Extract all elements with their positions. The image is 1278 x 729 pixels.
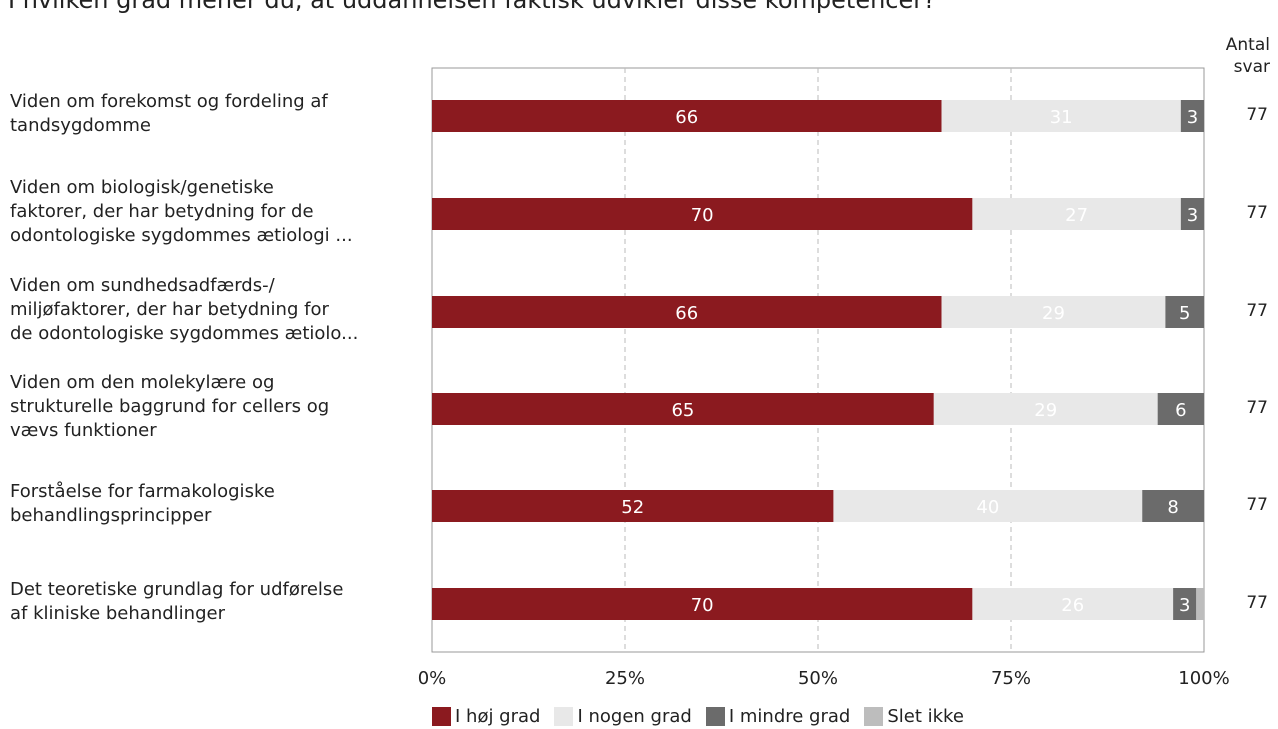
legend-label: I mindre grad — [728, 706, 851, 727]
bar-segment — [1157, 393, 1204, 425]
category-label-line: behandlingsprincipper — [10, 505, 212, 526]
bar-segment — [972, 588, 1174, 620]
data-label: 29 — [1034, 400, 1057, 421]
bar-segment — [972, 198, 1181, 230]
category-label-line: vævs funktioner — [10, 420, 157, 441]
chart-title: I hvilken grad mener du, at uddannelsen … — [8, 0, 936, 14]
bar-segment — [1173, 588, 1197, 620]
category-label-line: Det teoretiske grundlag for udførelse — [10, 579, 344, 600]
category-label: Det teoretiske grundlag for udførelse af … — [10, 578, 420, 626]
category-label: Viden om den molekylære og strukturelle b… — [10, 371, 420, 443]
bar-segment — [432, 393, 934, 425]
data-label: 31 — [1050, 107, 1073, 128]
bar-segment — [1180, 100, 1204, 132]
response-count: 77 — [1246, 105, 1268, 125]
bar-segment — [1165, 296, 1204, 328]
data-label: 66 — [675, 303, 698, 324]
data-label: 52 — [621, 497, 644, 518]
legend-item: Slet ikke — [864, 706, 964, 727]
count-header: Antal svar — [1200, 34, 1270, 78]
data-label: 3 — [1179, 595, 1190, 616]
count-header-line-2: svar — [1233, 57, 1270, 77]
legend-swatch — [554, 707, 574, 726]
data-label: 3 — [1187, 205, 1198, 226]
bar-segment — [1196, 588, 1204, 620]
bar-segment — [933, 393, 1158, 425]
legend: I høj grad I nogen grad I mindre grad Slet … — [432, 706, 978, 727]
response-count: 77 — [1246, 495, 1268, 515]
data-label: 26 — [1061, 595, 1084, 616]
x-tick-label: 75% — [991, 668, 1031, 689]
data-label: 40 — [976, 497, 999, 518]
category-label-line: tandsygdomme — [10, 115, 151, 136]
legend-item: I nogen grad — [554, 706, 692, 727]
legend-swatch — [864, 707, 884, 726]
category-label-line: miljøfaktorer, der har betydning for — [10, 299, 329, 320]
response-count: 77 — [1246, 203, 1268, 223]
category-label-line: faktorer, der har betydning for de — [10, 201, 314, 222]
data-label: 5 — [1179, 303, 1190, 324]
category-label-line: Viden om den molekylære og — [10, 372, 275, 393]
data-label: 6 — [1175, 400, 1186, 421]
data-label: 8 — [1167, 497, 1178, 518]
category-label-line: Viden om sundhedsadfærds-/ — [10, 275, 275, 296]
data-label: 70 — [691, 595, 714, 616]
category-label: Viden om forekomst og fordeling af tandsy… — [10, 90, 420, 138]
response-count: 77 — [1246, 593, 1268, 613]
legend-label: Slet ikke — [887, 706, 964, 727]
legend-swatch — [705, 707, 725, 726]
category-label-line: af kliniske behandlinger — [10, 603, 225, 624]
data-label: 29 — [1042, 303, 1065, 324]
legend-item: I mindre grad — [705, 706, 851, 727]
legend-label: I nogen grad — [577, 706, 692, 727]
bar-segment — [1180, 198, 1204, 230]
bar-segment — [833, 490, 1143, 522]
count-header-line-1: Antal — [1225, 35, 1270, 55]
bar-segment — [432, 588, 973, 620]
x-tick-label: 100% — [1178, 668, 1229, 689]
x-tick-label: 0% — [418, 668, 447, 689]
category-label-line: strukturelle baggrund for cellers og — [10, 396, 330, 417]
category-label-line: de odontologiske sygdommes ætiolo... — [10, 323, 359, 344]
category-label-line: Viden om forekomst og fordeling af — [10, 91, 328, 112]
data-label: 27 — [1065, 205, 1088, 226]
bar-segment — [1142, 490, 1204, 522]
bar-segment — [432, 490, 834, 522]
response-count: 77 — [1246, 301, 1268, 321]
response-count: 77 — [1246, 398, 1268, 418]
category-label-line: Forståelse for farmakologiske — [10, 481, 275, 502]
legend-label: I høj grad — [455, 706, 541, 727]
data-label: 65 — [671, 400, 694, 421]
data-label: 66 — [675, 107, 698, 128]
data-label: 3 — [1187, 107, 1198, 128]
legend-swatch — [432, 707, 451, 726]
legend-item: I høj grad — [432, 706, 540, 727]
bar-segment — [432, 198, 973, 230]
bar-segment — [432, 100, 942, 132]
bar-segment — [941, 100, 1181, 132]
x-tick-label: 25% — [605, 668, 645, 689]
category-label-line: Viden om biologisk/genetiske — [10, 177, 274, 198]
data-label: 70 — [691, 205, 714, 226]
x-tick-label: 50% — [798, 668, 838, 689]
category-label: Viden om biologisk/genetiske faktorer, de… — [10, 176, 420, 248]
bar-segment — [432, 296, 942, 328]
category-label: Viden om sundhedsadfærds-/ miljøfaktorer,… — [10, 274, 420, 346]
category-label-line: odontologiske sygdommes ætiologi ... — [10, 225, 353, 246]
bar-segment — [941, 296, 1166, 328]
category-label: Forståelse for farmakologiske behandlings… — [10, 480, 420, 528]
